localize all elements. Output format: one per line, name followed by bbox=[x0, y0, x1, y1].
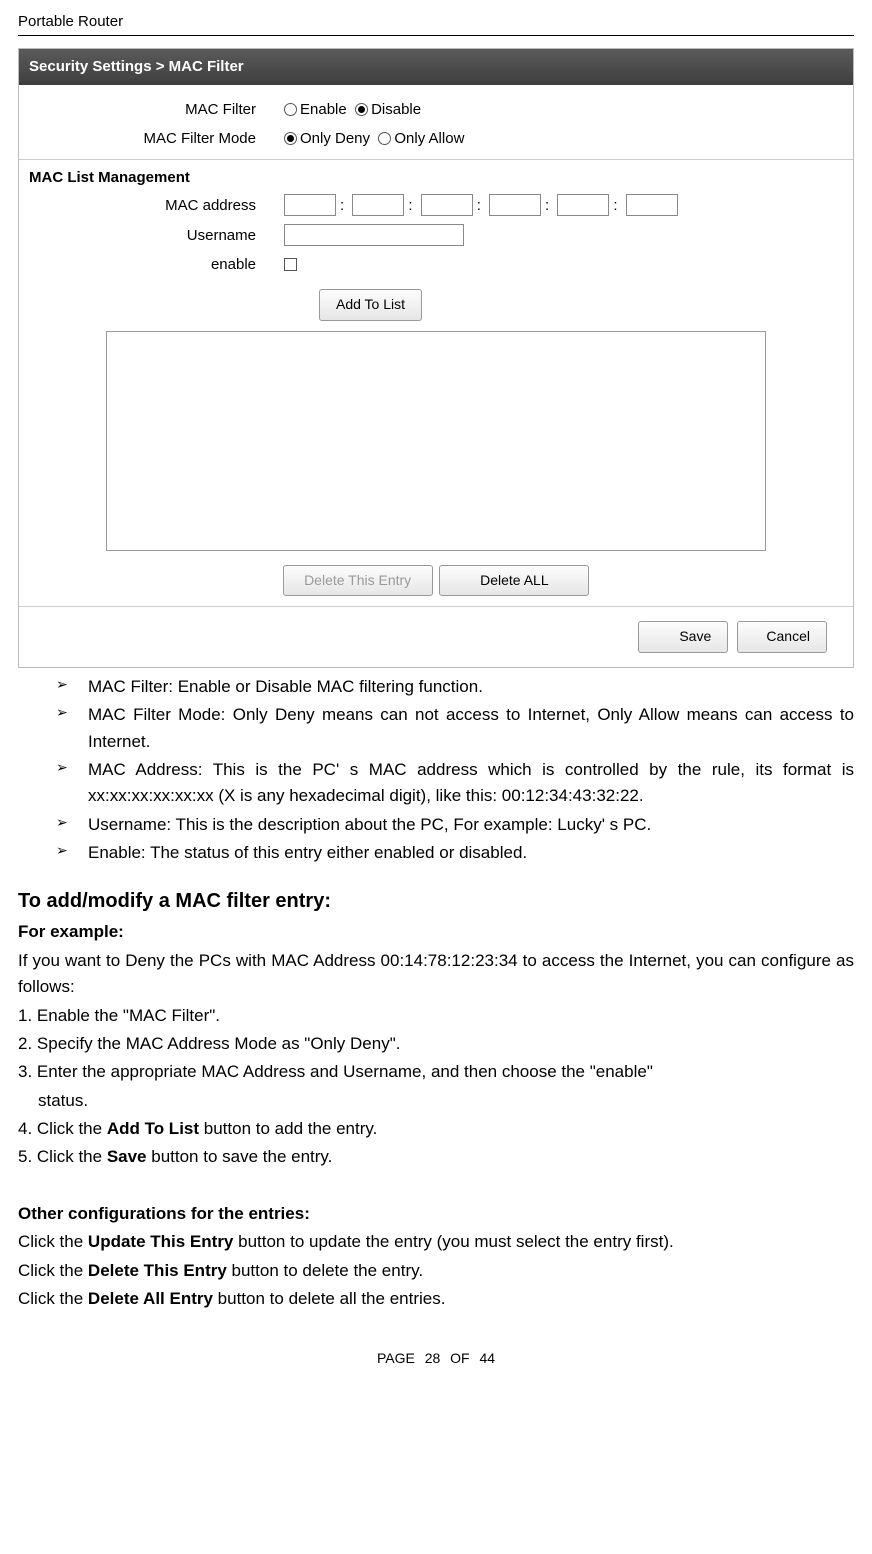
radio-enable-label: Enable bbox=[300, 98, 347, 121]
save-button[interactable]: Save bbox=[638, 621, 728, 653]
mac-oct-5[interactable] bbox=[557, 194, 609, 216]
bullet-list: MAC Filter: Enable or Disable MAC filter… bbox=[18, 674, 854, 866]
bullet-item: MAC Filter: Enable or Disable MAC filter… bbox=[56, 674, 854, 700]
mac-oct-6[interactable] bbox=[626, 194, 678, 216]
example-intro: If you want to Deny the PCs with MAC Add… bbox=[18, 948, 854, 1001]
bullet-item: MAC Address: This is the PC' s MAC addre… bbox=[56, 757, 854, 810]
bullet-item: Enable: The status of this entry either … bbox=[56, 840, 854, 866]
radio-only-allow[interactable] bbox=[378, 132, 391, 145]
mac-address-label: MAC address bbox=[19, 194, 284, 217]
username-input[interactable] bbox=[284, 224, 464, 246]
save-cancel-row: Save Cancel bbox=[19, 606, 853, 667]
enable-checkbox[interactable] bbox=[284, 258, 297, 271]
enable-label: enable bbox=[19, 253, 284, 276]
radio-disable[interactable] bbox=[355, 103, 368, 116]
other-line-3: Click the Delete All Entry button to del… bbox=[18, 1286, 854, 1312]
cancel-button[interactable]: Cancel bbox=[737, 621, 827, 653]
radio-only-deny[interactable] bbox=[284, 132, 297, 145]
step-5: 5. Click the Save button to save the ent… bbox=[18, 1144, 854, 1170]
bullet-item: Username: This is the description about … bbox=[56, 812, 854, 838]
username-row: Username bbox=[19, 221, 853, 250]
mac-oct-2[interactable] bbox=[352, 194, 404, 216]
mac-list-area[interactable] bbox=[106, 331, 766, 551]
page-footer: PAGE 28 OF 44 bbox=[18, 1348, 854, 1370]
mac-oct-1[interactable] bbox=[284, 194, 336, 216]
username-label: Username bbox=[19, 224, 284, 247]
mac-filter-row: MAC Filter Enable Disable bbox=[19, 95, 853, 124]
settings-area: MAC Filter Enable Disable MAC Filter Mod… bbox=[19, 85, 853, 161]
radio-enable[interactable] bbox=[284, 103, 297, 116]
radio-only-allow-label: Only Allow bbox=[394, 127, 464, 150]
step-4-bold: Add To List bbox=[107, 1119, 199, 1138]
mac-address-row: MAC address : : : : : bbox=[19, 191, 853, 220]
radio-only-deny-label: Only Deny bbox=[300, 127, 370, 150]
add-to-list-row: Add To List bbox=[319, 289, 853, 321]
delete-buttons-row: Delete This Entry Delete ALL bbox=[19, 565, 853, 607]
other-line-2: Click the Delete This Entry button to de… bbox=[18, 1258, 854, 1284]
mac-inputs: : : : : : bbox=[284, 194, 678, 217]
other-config-heading: Other configurations for the entries: bbox=[18, 1201, 854, 1227]
mac-filter-mode-label: MAC Filter Mode bbox=[19, 127, 284, 150]
panel-title: Security Settings > MAC Filter bbox=[19, 49, 853, 84]
mac-list-header: MAC List Management bbox=[19, 160, 853, 191]
step-5-bold: Save bbox=[107, 1147, 147, 1166]
section-heading: To add/modify a MAC filter entry: bbox=[18, 886, 854, 917]
mac-filter-label: MAC Filter bbox=[19, 98, 284, 121]
step-2: 2. Specify the MAC Address Mode as "Only… bbox=[18, 1031, 854, 1057]
delete-all-button[interactable]: Delete ALL bbox=[439, 565, 589, 597]
add-to-list-button[interactable]: Add To List bbox=[319, 289, 422, 321]
other-line-1: Click the Update This Entry button to up… bbox=[18, 1229, 854, 1255]
step-4a: 4. Click the bbox=[18, 1119, 107, 1138]
page-header: Portable Router bbox=[18, 10, 854, 36]
mac-filter-mode-row: MAC Filter Mode Only Deny Only Allow bbox=[19, 124, 853, 153]
step-1: 1. Enable the "MAC Filter". bbox=[18, 1003, 854, 1029]
enable-row: enable bbox=[19, 250, 853, 279]
mac-oct-4[interactable] bbox=[489, 194, 541, 216]
step-4b: button to add the entry. bbox=[199, 1119, 377, 1138]
step-3b: status. bbox=[18, 1088, 854, 1114]
step-5b: button to save the entry. bbox=[147, 1147, 333, 1166]
screenshot-panel: Security Settings > MAC Filter MAC Filte… bbox=[18, 48, 854, 668]
doc-title: Portable Router bbox=[18, 13, 123, 30]
radio-disable-label: Disable bbox=[371, 98, 421, 121]
step-3a: 3. Enter the appropriate MAC Address and… bbox=[18, 1059, 854, 1085]
for-example-label: For example: bbox=[18, 919, 854, 945]
step-4: 4. Click the Add To List button to add t… bbox=[18, 1116, 854, 1142]
mac-oct-3[interactable] bbox=[421, 194, 473, 216]
step-5a: 5. Click the bbox=[18, 1147, 107, 1166]
delete-this-entry-button[interactable]: Delete This Entry bbox=[283, 565, 433, 597]
bullet-item: MAC Filter Mode: Only Deny means can not… bbox=[56, 702, 854, 755]
